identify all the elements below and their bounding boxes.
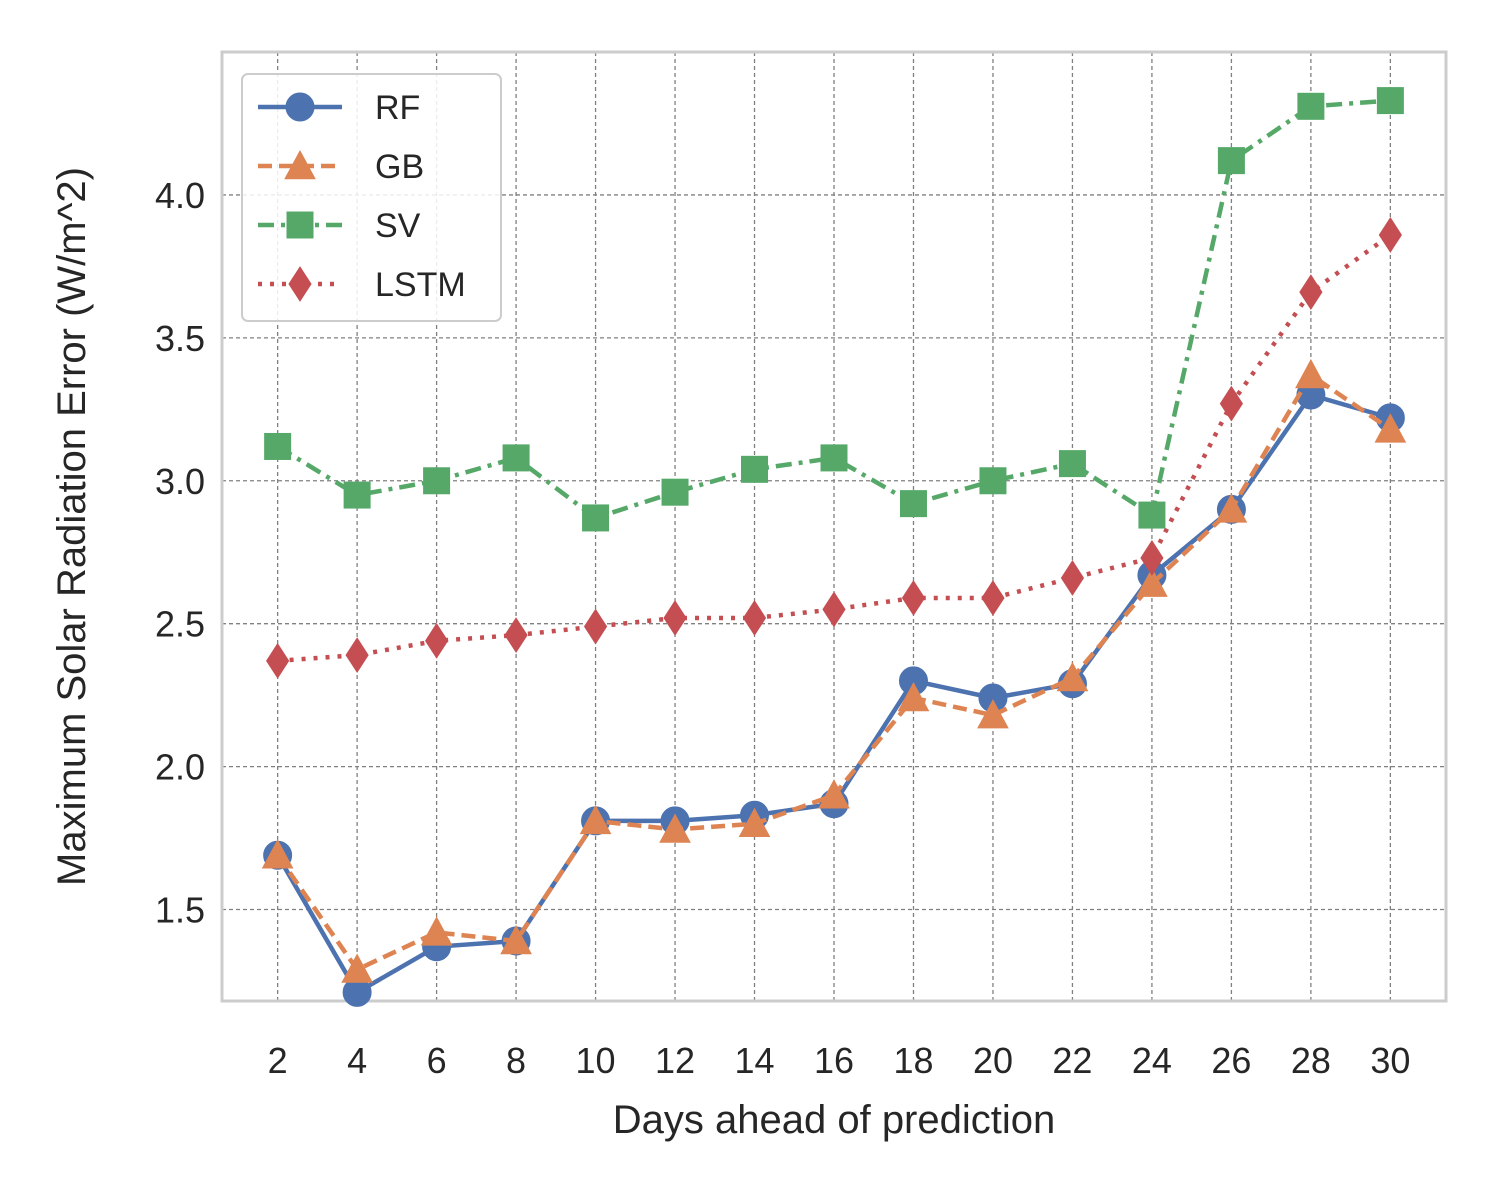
data-point-sv [1376, 87, 1404, 115]
legend-marker [285, 92, 315, 122]
data-point-sv [264, 432, 292, 460]
data-point-gb [341, 953, 373, 983]
data-point-sv [582, 504, 610, 532]
data-point-gb [420, 916, 453, 946]
data-point-gb [818, 779, 850, 809]
x-tick-label: 28 [1291, 1040, 1331, 1081]
data-point-sv [820, 444, 848, 472]
data-point-lstm [425, 622, 449, 659]
x-tick-label: 20 [973, 1040, 1013, 1081]
x-tick-label: 4 [347, 1040, 367, 1081]
data-point-gb [659, 813, 691, 843]
x-tick-label: 14 [734, 1040, 774, 1081]
legend-marker [284, 149, 316, 180]
legend-label: RF [375, 89, 420, 127]
x-tick-label: 30 [1370, 1040, 1410, 1081]
data-point-gb [1215, 493, 1248, 523]
x-tick-label: 8 [506, 1040, 526, 1081]
x-tick-label: 22 [1052, 1040, 1092, 1081]
y-tick-label: 4.0 [155, 175, 205, 216]
data-point-lstm [1378, 217, 1402, 253]
data-point-gb [738, 807, 771, 838]
series-sv [264, 87, 1404, 532]
legend-marker [288, 266, 312, 302]
legend-item-lstm[interactable]: LSTM [258, 266, 466, 304]
y-tick-label: 1.5 [155, 890, 205, 931]
data-point-sv [343, 481, 371, 509]
series-gb [261, 358, 1407, 983]
x-tick-label: 16 [814, 1040, 854, 1081]
series-line-lstm [277, 233, 1392, 664]
data-point-sv [661, 478, 689, 506]
data-point-gb [977, 699, 1009, 729]
data-point-lstm [1060, 560, 1085, 596]
legend-label: LSTM [375, 266, 466, 304]
data-point-lstm [345, 637, 369, 674]
data-point-sv [1217, 147, 1245, 175]
legend-item-sv[interactable]: SV [258, 207, 421, 245]
x-tick-label: 26 [1211, 1040, 1251, 1081]
data-point-sv [1297, 92, 1325, 120]
data-point-lstm [663, 600, 687, 636]
data-point-gb [261, 839, 294, 869]
y-tick-label: 2.0 [155, 747, 205, 788]
data-point-lstm [266, 642, 290, 679]
legend-item-gb[interactable]: GB [258, 148, 424, 186]
x-tick-label: 18 [893, 1040, 933, 1081]
data-point-sv [1058, 450, 1086, 478]
data-point-gb [1136, 567, 1168, 597]
x-tick-labels: 2 4 6 8 10 12 14 16 18 20 22 24 26 28 30 [268, 1040, 1411, 1081]
data-point-lstm [504, 617, 528, 654]
y-tick-labels: 1.5 2.0 2.5 3.0 3.5 4.0 [155, 175, 205, 931]
data-point-gb [897, 681, 930, 712]
y-axis-label: Maximum Solar Radiation Error (W/m^2) [50, 167, 94, 886]
x-axis-label: Days ahead of prediction [613, 1098, 1056, 1142]
legend-label: SV [375, 207, 421, 245]
data-point-gb [1056, 661, 1089, 692]
data-point-sv [1138, 501, 1166, 529]
legend-box [241, 73, 502, 322]
plot-frame [220, 50, 1448, 1003]
data-point-gb [579, 804, 612, 835]
x-tick-label: 2 [268, 1040, 288, 1081]
data-point-gb [1374, 413, 1407, 443]
x-tick-label: 6 [427, 1040, 447, 1081]
y-tick-label: 3.0 [155, 461, 205, 502]
legend-item-rf[interactable]: RF [258, 89, 420, 127]
y-tick-label: 3.5 [155, 318, 205, 359]
legend-label: GB [375, 148, 424, 186]
data-point-lstm [1140, 540, 1164, 576]
data-point-lstm [901, 580, 926, 616]
data-point-lstm [1299, 274, 1323, 311]
series-layer [261, 87, 1407, 1007]
data-point-gb [500, 924, 532, 955]
data-point-sv [741, 455, 769, 483]
data-point-lstm [981, 580, 1005, 616]
x-tick-label: 24 [1132, 1040, 1172, 1081]
legend[interactable]: RF GB SV LSTM [241, 73, 502, 322]
data-point-lstm [742, 600, 767, 636]
data-point-sv [423, 467, 451, 495]
data-point-lstm [583, 608, 608, 645]
legend-marker [286, 211, 314, 239]
x-tick-label: 12 [655, 1040, 695, 1081]
data-point-lstm [822, 591, 846, 628]
data-point-sv [502, 444, 530, 472]
x-tick-label: 10 [576, 1040, 616, 1081]
data-point-lstm [1219, 385, 1243, 422]
data-point-sv [899, 490, 927, 518]
y-tick-label: 2.5 [155, 604, 205, 645]
series-lstm [266, 217, 1402, 679]
data-point-gb [1295, 358, 1327, 389]
data-point-sv [979, 467, 1007, 495]
